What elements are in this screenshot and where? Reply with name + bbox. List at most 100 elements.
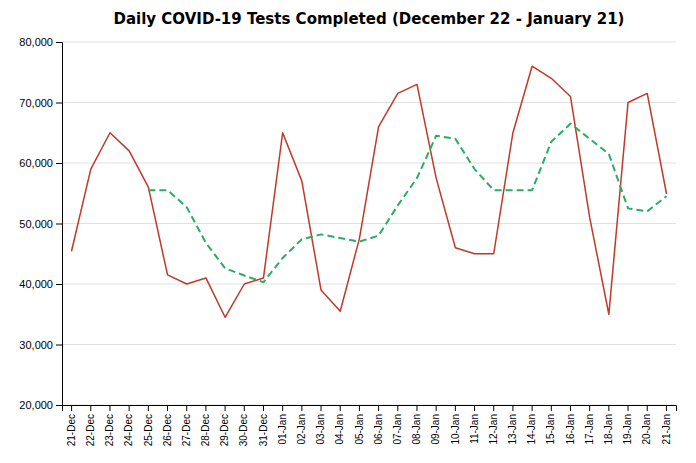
x-tick-label: 16-Jan — [565, 414, 576, 445]
x-tick-mark — [589, 405, 590, 411]
x-tick-mark — [532, 405, 533, 411]
x-tick-label: 11-Jan — [469, 414, 480, 444]
x-tick-label: 07-Jan — [392, 414, 403, 445]
x-tick: 17-Jan — [584, 405, 595, 445]
x-tick-mark — [608, 405, 609, 411]
grid-line — [62, 102, 676, 103]
y-tick-label: 20,000 — [19, 399, 53, 411]
x-tick-mark — [474, 405, 475, 411]
x-tick-label: 13-Jan — [507, 414, 518, 445]
x-tick: 05-Jan — [354, 405, 365, 445]
x-tick: 08-Jan — [411, 405, 422, 445]
x-tick-mark — [359, 405, 360, 411]
x-tick-label: 12-Jan — [488, 414, 499, 445]
grid-line — [62, 284, 676, 285]
y-tick-mark — [56, 345, 62, 346]
y-tick-mark — [56, 284, 62, 285]
chart: 20,000 30,000 40,000 50,000 60,000 70,000 80,0… — [0, 0, 696, 463]
x-tick-mark — [436, 405, 437, 411]
grid-line — [62, 223, 676, 224]
x-tick: 27-Dec — [181, 405, 192, 446]
y-tick: 20,000 — [19, 399, 62, 411]
grid — [62, 42, 676, 405]
x-tick: 18-Jan — [603, 405, 614, 445]
x-tick: 07-Jan — [392, 405, 403, 445]
x-tick: 12-Jan — [488, 405, 499, 445]
x-tick-mark — [282, 405, 283, 411]
x-tick-mark — [455, 405, 456, 411]
y-axis: 20,000 30,000 40,000 50,000 60,000 70,000 80,0… — [19, 36, 62, 411]
y-tick-mark — [56, 103, 62, 104]
x-tick-label: 27-Dec — [181, 414, 192, 446]
y-tick-mark — [56, 405, 62, 406]
x-tick-mark — [129, 405, 130, 411]
y-tick: 60,000 — [19, 157, 62, 169]
x-tick-mark — [301, 405, 302, 411]
x-tick-mark — [570, 405, 571, 411]
x-tick-label: 23-Dec — [104, 414, 115, 446]
x-tick: 20-Jan — [641, 405, 652, 445]
x-tick-label: 02-Jan — [296, 414, 307, 445]
y-tick: 80,000 — [19, 36, 62, 48]
y-tick-mark — [56, 163, 62, 164]
x-tick: 03-Jan — [315, 405, 326, 445]
x-tick: 09-Jan — [430, 405, 441, 445]
y-tick-label: 70,000 — [19, 97, 53, 109]
x-tick-mark — [551, 405, 552, 411]
x-tick-mark — [186, 405, 187, 411]
x-tick: 10-Jan — [450, 405, 461, 445]
x-axis-line — [63, 406, 677, 412]
x-tick-label: 28-Dec — [200, 414, 211, 446]
plot: 20,000 30,000 40,000 50,000 60,000 70,000 80,0… — [19, 36, 676, 446]
x-tick-label: 26-Dec — [162, 414, 173, 446]
x-tick-label: 22-Dec — [85, 414, 96, 446]
y-tick: 50,000 — [19, 218, 62, 230]
x-tick-mark — [148, 405, 149, 411]
y-tick-label: 30,000 — [19, 339, 53, 351]
x-tick: 19-Jan — [622, 405, 633, 445]
x-tick: 23-Dec — [104, 405, 115, 446]
x-tick-label: 03-Jan — [315, 414, 326, 445]
x-tick: 06-Jan — [373, 405, 384, 445]
x-tick: 24-Dec — [123, 405, 134, 446]
x-tick-mark — [340, 405, 341, 411]
grid-line — [62, 344, 676, 345]
x-tick-label: 17-Jan — [584, 414, 595, 445]
x-tick: 29-Dec — [219, 405, 230, 446]
x-tick-mark — [628, 405, 629, 411]
x-tick-label: 15-Jan — [545, 414, 556, 445]
x-tick-label: 24-Dec — [123, 414, 134, 446]
lines — [72, 66, 667, 317]
x-tick-mark — [647, 405, 648, 411]
x-tick: 22-Dec — [85, 405, 96, 446]
y-tick-label: 40,000 — [19, 278, 53, 290]
y-tick-mark — [56, 42, 62, 43]
x-tick: 21-Dec — [66, 405, 77, 446]
x-tick: 21-Jan — [661, 405, 672, 445]
x-tick-label: 18-Jan — [603, 414, 614, 445]
x-tick-label: 19-Jan — [622, 414, 633, 445]
grid-line — [62, 163, 676, 164]
x-tick-label: 25-Dec — [143, 414, 154, 446]
x-tick-label: 14-Jan — [526, 414, 537, 445]
y-tick-label: 60,000 — [19, 157, 53, 169]
x-tick: 25-Dec — [143, 405, 154, 446]
y-tick: 40,000 — [19, 278, 62, 290]
x-tick-mark — [205, 405, 206, 411]
y-tick: 70,000 — [19, 97, 62, 109]
x-tick: 31-Dec — [258, 405, 269, 446]
x-tick-mark — [397, 405, 398, 411]
x-tick: 04-Jan — [334, 405, 345, 445]
x-tick-mark — [263, 405, 264, 411]
x-tick-mark — [225, 405, 226, 411]
x-tick-mark — [416, 405, 417, 411]
x-tick-label: 10-Jan — [450, 414, 461, 445]
series-line — [72, 66, 667, 317]
y-tick-label: 80,000 — [19, 36, 53, 48]
x-tick-mark — [167, 405, 168, 411]
x-tick: 11-Jan — [469, 405, 480, 444]
x-tick: 28-Dec — [200, 405, 211, 446]
x-tick-mark — [666, 405, 667, 411]
x-tick-label: 31-Dec — [258, 414, 269, 446]
title: Daily COVID-19 Tests Completed (December… — [114, 10, 625, 28]
